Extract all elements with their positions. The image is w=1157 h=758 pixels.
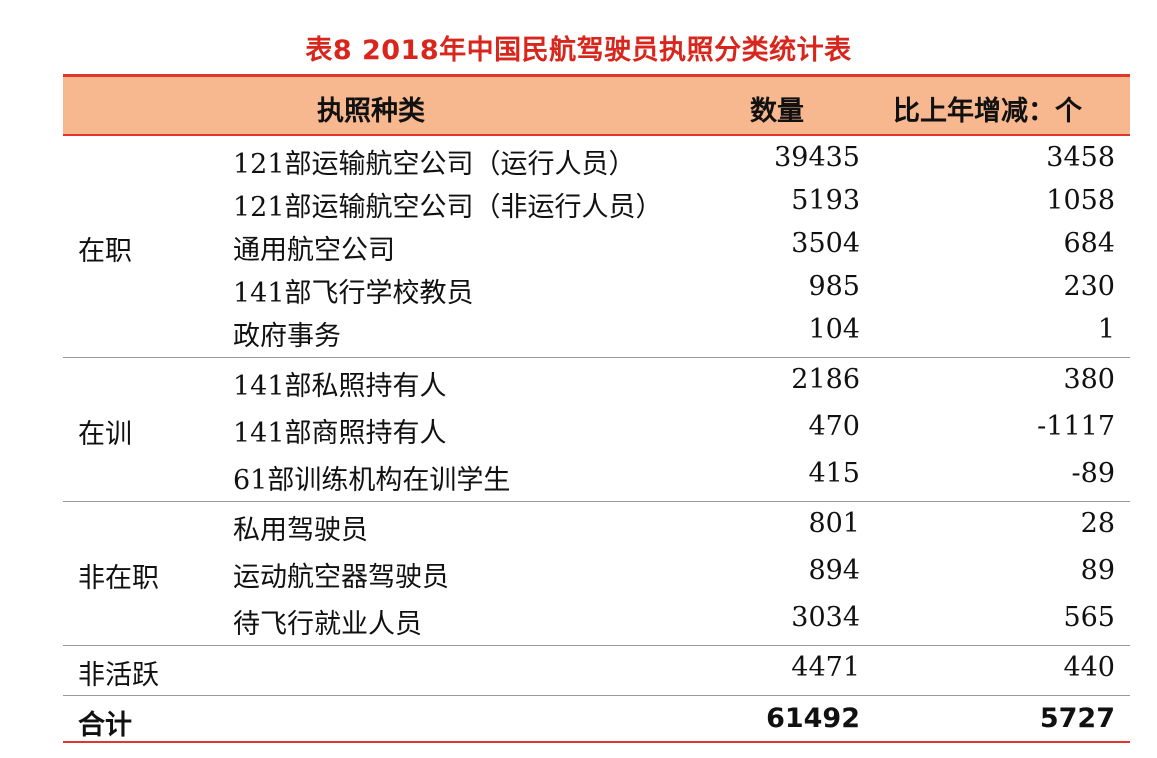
table-row: 61部训练机构在训学生 415 -89 [63,458,1130,505]
total-change: 5727 [1039,703,1115,734]
table-row: 141部商照持有人 470 -1117 [63,411,1130,458]
count-cell: 985 [808,271,860,302]
table-top-rule [63,74,1130,77]
table-row: 待飞行就业人员 3034 565 [63,602,1130,649]
count-cell: 894 [808,555,860,586]
change-cell: 230 [1063,271,1115,302]
change-cell: 380 [1063,364,1115,395]
table-title: 表8 2018年中国民航驾驶员执照分类统计表 [305,35,852,66]
license-type-cell: 通用航空公司 [233,235,395,266]
count-cell: 415 [808,458,860,489]
column-header-count: 数量 [750,96,804,127]
change-cell: 684 [1063,228,1115,259]
change-cell: 565 [1063,602,1115,633]
license-type-cell: 运动航空器驾驶员 [233,562,449,593]
license-type-cell: 141部飞行学校教员 [233,278,474,309]
table-row: 121部运输航空公司（非运行人员） 5193 1058 [63,185,1130,228]
row-group: 在职 121部运输航空公司（运行人员） 39435 3458 121部运输航空公司（非运… [63,136,1130,358]
count-cell: 470 [808,411,860,442]
group-label: 在职 [78,236,132,267]
table-row: 4471 440 [63,652,1130,699]
change-cell: 440 [1063,652,1115,683]
count-cell: 3034 [791,602,860,633]
table-row: 通用航空公司 3504 684 [63,228,1130,271]
change-cell: 1 [1097,314,1115,345]
total-row: 合计 61492 5727 [63,696,1130,741]
row-group: 非在职 私用驾驶员 801 28 运动航空器驾驶员 894 89 待飞行就业人员 3034 565 [63,502,1130,646]
change-cell: -1117 [1037,411,1115,442]
count-cell: 5193 [791,185,860,216]
table-row: 121部运输航空公司（运行人员） 39435 3458 [63,142,1130,185]
row-group: 在训 141部私照持有人 2186 380 141部商照持有人 470 -1117 61部训练… [63,358,1130,502]
table-bottom-rule [63,741,1130,743]
group-label: 非在职 [78,563,159,594]
table-body: 在职 121部运输航空公司（运行人员） 39435 3458 121部运输航空公司（非运… [63,136,1130,696]
license-type-cell: 61部训练机构在训学生 [233,465,511,496]
count-cell: 39435 [774,142,860,173]
group-label: 非活跃 [78,660,159,691]
column-header-change: 比上年增减：个 [893,96,1082,127]
license-table: 执照种类 数量 比上年增减：个 在职 121部运输航空公司（运行人员） 39435 3… [63,74,1130,743]
license-type-cell: 121部运输航空公司（运行人员） [233,149,636,180]
table-row: 私用驾驶员 801 28 [63,508,1130,555]
license-type-cell: 私用驾驶员 [233,515,368,546]
license-type-cell: 待飞行就业人员 [233,609,422,640]
license-type-cell: 121部运输航空公司（非运行人员） [233,192,663,223]
count-cell: 3504 [791,228,860,259]
change-cell: -89 [1071,458,1115,489]
change-cell: 89 [1080,555,1115,586]
row-group: 非活跃 4471 440 [63,646,1130,696]
count-cell: 2186 [791,364,860,395]
change-cell: 28 [1080,508,1115,539]
table-row: 政府事务 104 1 [63,314,1130,361]
table-row: 141部私照持有人 2186 380 [63,364,1130,411]
total-count: 61492 [766,703,860,734]
group-label: 在训 [78,419,132,450]
change-cell: 3458 [1046,142,1115,173]
license-type-cell: 141部私照持有人 [233,371,447,402]
count-cell: 4471 [791,652,860,683]
table-row: 运动航空器驾驶员 894 89 [63,555,1130,602]
table-header: 执照种类 数量 比上年增减：个 [63,77,1130,134]
change-cell: 1058 [1046,185,1115,216]
count-cell: 801 [808,508,860,539]
header-bottom-rule [63,134,1130,136]
total-label: 合计 [78,710,132,741]
license-type-cell: 政府事务 [233,321,341,352]
license-type-cell: 141部商照持有人 [233,418,447,449]
count-cell: 104 [808,314,860,345]
column-header-type: 执照种类 [317,96,425,127]
table-row: 141部飞行学校教员 985 230 [63,271,1130,314]
